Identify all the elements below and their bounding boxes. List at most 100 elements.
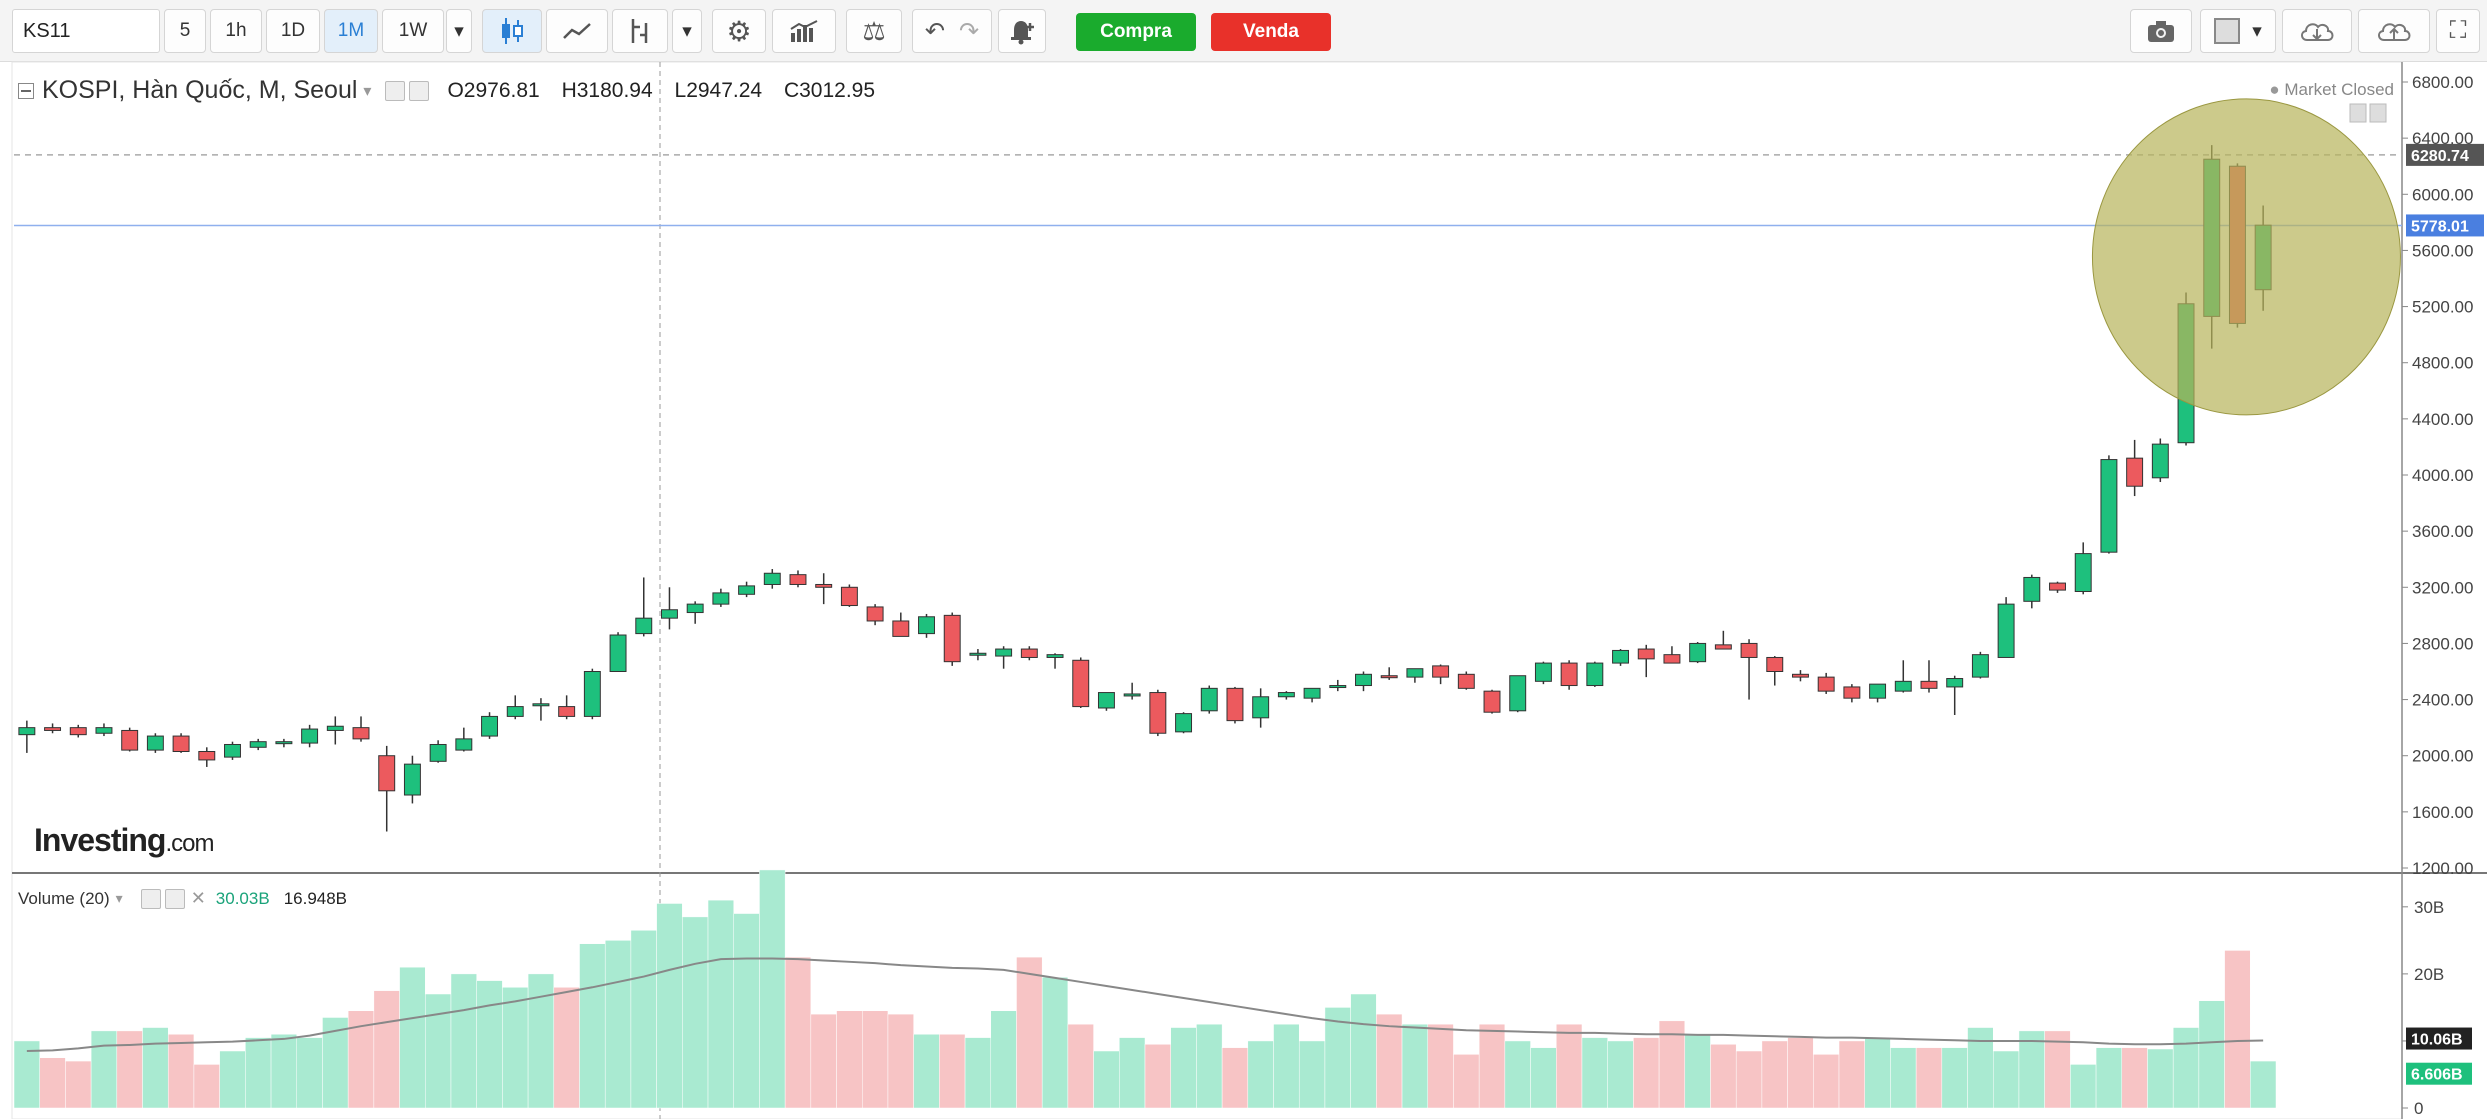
interval-dropdown[interactable]: ▾ — [446, 9, 472, 53]
candle-body — [2126, 457, 2144, 487]
fullscreen-icon: ⛶ — [2449, 17, 2467, 44]
close-icon[interactable]: ✕ — [190, 888, 206, 908]
logo-text: Investing — [34, 822, 166, 858]
candle-body — [686, 603, 704, 614]
volume-bar — [1093, 1050, 1120, 1109]
layout-icon — [2214, 18, 2241, 44]
volume-bar — [759, 869, 786, 1109]
redo-icon[interactable]: ↷ — [959, 17, 980, 45]
volume-bar — [1915, 1047, 1943, 1109]
volume-bar — [579, 943, 606, 1109]
candle-body — [455, 738, 473, 751]
plot-frame — [11, 61, 2403, 1119]
interval-1d-button[interactable]: 1D — [266, 9, 320, 53]
volume-name[interactable]: Volume (20) — [18, 888, 110, 908]
collapse-icon[interactable] — [18, 82, 34, 99]
volume-bar — [1324, 1007, 1351, 1109]
volume-bar — [1633, 1037, 1660, 1109]
candle-body — [815, 583, 833, 588]
series-name[interactable]: KOSPI, Hàn Quốc, M, Seoul — [42, 76, 358, 104]
volume-bar — [296, 1037, 323, 1109]
candles-button[interactable] — [482, 9, 542, 53]
candles-icon — [502, 18, 523, 44]
price-tick-label: 5200.00 — [2412, 298, 2473, 317]
load-chart-button[interactable] — [2282, 9, 2352, 53]
candle-body — [1714, 644, 1732, 650]
volume-bar — [1376, 1013, 1403, 1109]
sell-button[interactable]: Venda — [1211, 13, 1331, 51]
volume-bar — [1581, 1037, 1608, 1109]
volume-tick-label: 0 — [2414, 1099, 2423, 1118]
volume-bar — [167, 1033, 195, 1109]
settings-button[interactable]: ⚙ — [712, 9, 766, 53]
candle-body — [1997, 603, 2015, 658]
interval-1m-button[interactable]: 1M — [324, 9, 378, 53]
candle-body — [172, 735, 190, 753]
screenshot-button[interactable] — [2130, 9, 2192, 53]
visibility-icon[interactable] — [140, 888, 161, 909]
highlight-circle — [2091, 98, 2401, 416]
price-label-box — [2406, 214, 2484, 237]
alert-button[interactable] — [998, 9, 1046, 53]
volume-bar — [1735, 1050, 1763, 1109]
interval-5-button[interactable]: 5 — [164, 9, 206, 53]
fullscreen-button[interactable]: ⛶ — [2436, 9, 2480, 53]
chevron-down-icon: ▾ — [454, 20, 464, 42]
candle-body — [1046, 654, 1064, 658]
price-tick-label: 6400.00 — [2412, 129, 2473, 148]
series-legend: KOSPI, Hàn Quốc, M, Seoul ▾ O2976.81 H31… — [18, 76, 891, 105]
candle-body — [198, 751, 216, 761]
save-chart-button[interactable] — [2358, 9, 2430, 53]
settings-icon[interactable] — [164, 888, 185, 909]
volume-bar — [1710, 1044, 1737, 1109]
chart-type-dropdown[interactable]: ▾ — [672, 9, 702, 53]
volume-bar — [733, 913, 760, 1109]
candle-body — [121, 729, 139, 751]
candle-body — [1303, 687, 1321, 699]
candle-body — [224, 743, 241, 758]
price-tick-label: 6000.00 — [2412, 185, 2473, 204]
indicator-button[interactable] — [612, 9, 668, 53]
undo-icon[interactable]: ↶ — [924, 17, 945, 45]
volume-label-box — [2406, 1062, 2472, 1085]
volume-bar — [1453, 1054, 1480, 1109]
chevron-down-icon[interactable]: ▾ — [115, 890, 123, 906]
volume-bar — [2147, 1048, 2174, 1109]
volume-bar — [1838, 1040, 1865, 1109]
symbol-search-input[interactable] — [12, 9, 160, 53]
candle-body — [866, 606, 884, 622]
scale-button[interactable]: ⚖ — [846, 9, 902, 53]
price-tick-label: 2800.00 — [2412, 634, 2473, 653]
buy-button[interactable]: Compra — [1076, 13, 1196, 51]
chevron-down-icon[interactable]: ▾ — [363, 82, 372, 100]
layout-button[interactable]: ▾ — [2200, 9, 2276, 53]
bars-button[interactable] — [772, 9, 836, 53]
line-chart-button[interactable] — [546, 9, 608, 53]
candle-body — [1560, 662, 1578, 687]
candle-body — [635, 617, 653, 635]
volume-label: 10.06B — [2411, 1032, 2463, 1049]
candle-body — [1149, 692, 1167, 734]
volume-bar — [2198, 1000, 2225, 1109]
volume-bar — [862, 1010, 889, 1109]
candle-body — [429, 743, 447, 762]
settings-icon[interactable] — [409, 80, 430, 101]
candle-body — [1123, 693, 1141, 697]
price-tick-label: 4400.00 — [2412, 410, 2473, 429]
candle-body — [1817, 676, 1835, 692]
volume-bar — [1401, 1023, 1428, 1109]
candle-body — [1457, 673, 1475, 689]
volume-ma-value: 16.948B — [283, 888, 348, 908]
volume-bar — [630, 930, 657, 1109]
market-status: ● Market Closed — [2269, 80, 2394, 100]
interval-1w-button[interactable]: 1W — [382, 9, 444, 53]
candle-body — [403, 763, 421, 796]
candle-body — [1226, 687, 1244, 722]
candle-body — [1380, 675, 1398, 679]
visibility-icon[interactable] — [385, 80, 406, 101]
volume-bar — [39, 1057, 66, 1109]
candle-body — [1791, 673, 1809, 678]
interval-1h-button[interactable]: 1h — [210, 9, 262, 53]
volume-bar — [270, 1033, 297, 1109]
volume-legend: Volume (20) ▾ ✕ 30.03B 16.948B — [18, 888, 347, 909]
